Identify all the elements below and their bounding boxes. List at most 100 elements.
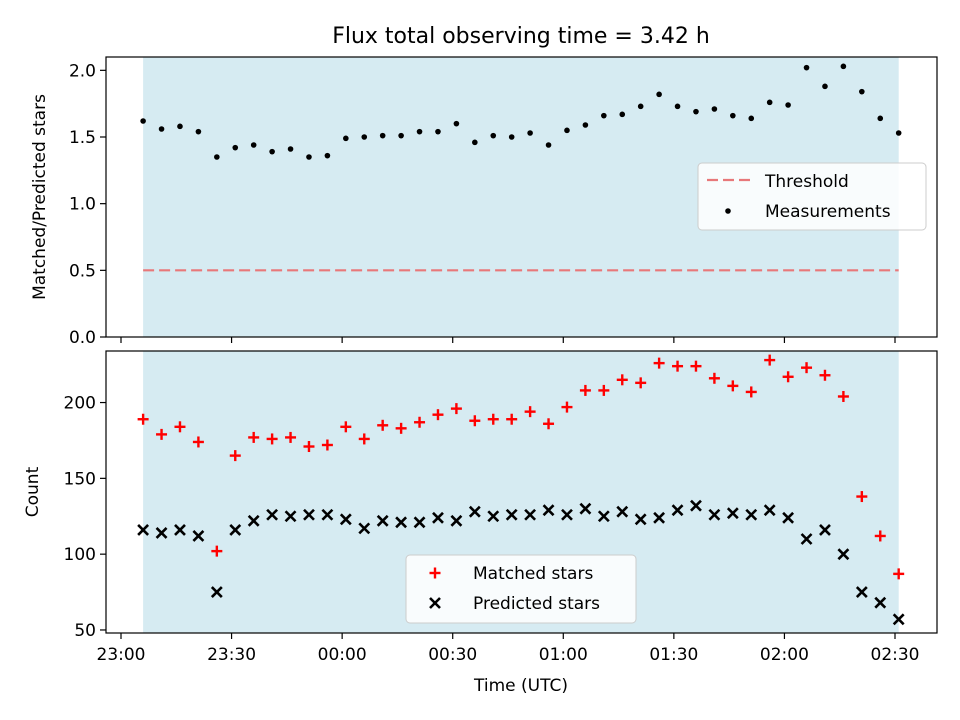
x-stroke-2 xyxy=(800,533,813,545)
x-stroke-2 xyxy=(266,508,279,521)
x-stroke-2 xyxy=(597,510,610,523)
legend-measurement-label: Measurements xyxy=(765,202,891,222)
x-stroke-2 xyxy=(376,514,389,527)
matched-star-point xyxy=(635,377,647,389)
x-stroke-2 xyxy=(450,514,463,527)
x-stroke-2 xyxy=(284,510,297,523)
x-stroke-2 xyxy=(561,508,573,521)
measurement-point xyxy=(361,134,368,140)
predicted-star-point xyxy=(653,511,666,524)
predicted-star-point xyxy=(210,586,223,598)
predicted-star-point xyxy=(597,510,610,523)
x-stroke-2 xyxy=(155,527,168,539)
x-tick-label: 00:30 xyxy=(428,645,477,665)
matched-star-point xyxy=(469,415,481,427)
matched-star-point xyxy=(543,418,555,430)
x-stroke-2 xyxy=(395,516,408,529)
matched-star-point xyxy=(524,406,536,418)
predicted-star-point xyxy=(339,513,352,526)
predicted-star-point xyxy=(395,516,408,529)
x-stroke-2 xyxy=(247,514,260,527)
legend-matched-label: Matched stars xyxy=(473,564,593,584)
measurement-point xyxy=(177,123,183,130)
matched-star-point xyxy=(579,384,591,396)
chart-title: Flux total observing time = 3.42 h xyxy=(332,24,710,49)
predicted-star-point xyxy=(155,527,168,539)
predicted-star-point xyxy=(192,530,205,542)
matched-star-point xyxy=(211,545,223,557)
x-stroke-2 xyxy=(690,499,702,512)
matched-star-point xyxy=(837,390,849,402)
matched-star-point xyxy=(708,372,720,384)
predicted-star-point xyxy=(468,505,481,518)
legend-predicted-marker xyxy=(429,597,441,609)
predicted-star-point xyxy=(450,514,463,527)
ratio-legend: Threshold Measurements xyxy=(697,162,927,231)
x-stroke-2 xyxy=(855,586,868,598)
x-stroke-2 xyxy=(837,548,850,561)
matched-star-point xyxy=(764,354,776,366)
matched-star-point xyxy=(616,374,628,386)
predicted-star-point xyxy=(487,510,500,523)
ratio-y-axis-label: Matched/Predicted stars xyxy=(30,94,50,300)
count-panel: 50 100 150 200 23:00 23:30 00:00 00:30 01:00 01:… xyxy=(23,350,938,696)
matched-star-point xyxy=(358,433,370,445)
matched-star-point xyxy=(487,413,499,425)
ratio-panel: 0.00.51.01.52.0 Matched/Predicted stars … xyxy=(30,56,938,348)
measurement-point xyxy=(711,106,718,112)
predicted-star-point xyxy=(376,514,389,527)
matched-star-point xyxy=(229,450,241,462)
count-y-axis-label: Count xyxy=(23,466,43,517)
predicted-star-point xyxy=(542,504,555,517)
measurement-point xyxy=(822,83,828,90)
measurement-point xyxy=(619,111,626,118)
predicted-star-point xyxy=(174,523,186,536)
matched-stars-points xyxy=(137,354,905,580)
x-stroke-2 xyxy=(892,613,905,626)
ratio-legend-box xyxy=(697,162,927,231)
predicted-star-point xyxy=(763,504,776,517)
measurement-point xyxy=(379,132,386,139)
x-tick-label: 02:00 xyxy=(760,645,809,665)
measurement-point xyxy=(416,128,423,135)
measurement-point xyxy=(490,132,497,139)
matched-star-point xyxy=(192,436,204,448)
x-stroke-2 xyxy=(542,504,555,517)
y-tick-label: 0.0 xyxy=(69,328,96,348)
legend-matched-swatch xyxy=(429,567,441,579)
measurement-point xyxy=(656,91,662,98)
matched-star-point xyxy=(156,428,168,440)
count-y-ticks: 50 100 150 200 xyxy=(64,394,106,641)
predicted-star-point xyxy=(708,508,721,521)
x-tick-label: 02:30 xyxy=(871,645,920,665)
x-stroke-2 xyxy=(137,523,150,536)
matched-star-point xyxy=(285,431,297,443)
predicted-star-point xyxy=(358,522,371,535)
predicted-star-point xyxy=(284,510,297,523)
measurement-point xyxy=(877,115,884,122)
count-x-ticks: 23:00 23:30 00:00 00:30 01:00 01:30 02:00 02:30 xyxy=(97,633,920,665)
predicted-star-point xyxy=(505,508,518,521)
x-axis-label: Time (UTC) xyxy=(473,676,568,696)
predicted-star-point xyxy=(855,586,868,598)
measurement-point xyxy=(582,122,589,128)
measurement-point xyxy=(785,102,791,108)
measurement-point xyxy=(287,146,294,152)
matched-star-point xyxy=(561,401,573,413)
x-stroke-2 xyxy=(782,511,795,524)
matched-star-point xyxy=(248,431,260,443)
y-tick-label: 150 xyxy=(64,469,96,489)
legend-matched-marker xyxy=(429,567,441,579)
matched-star-point xyxy=(727,380,739,392)
predicted-star-point xyxy=(303,508,315,521)
predicted-star-point xyxy=(874,596,887,609)
x-stroke-2 xyxy=(524,508,537,521)
count-legend: Matched stars Predicted stars xyxy=(405,554,637,624)
x-tick-label: 00:00 xyxy=(318,645,367,665)
measurement-point xyxy=(214,154,220,160)
legend-predicted-swatch xyxy=(429,597,441,609)
x-tick-label: 23:00 xyxy=(97,645,146,665)
matched-star-point xyxy=(782,371,794,383)
legend-measurement-swatch xyxy=(725,208,731,214)
x-stroke-2 xyxy=(616,505,629,518)
